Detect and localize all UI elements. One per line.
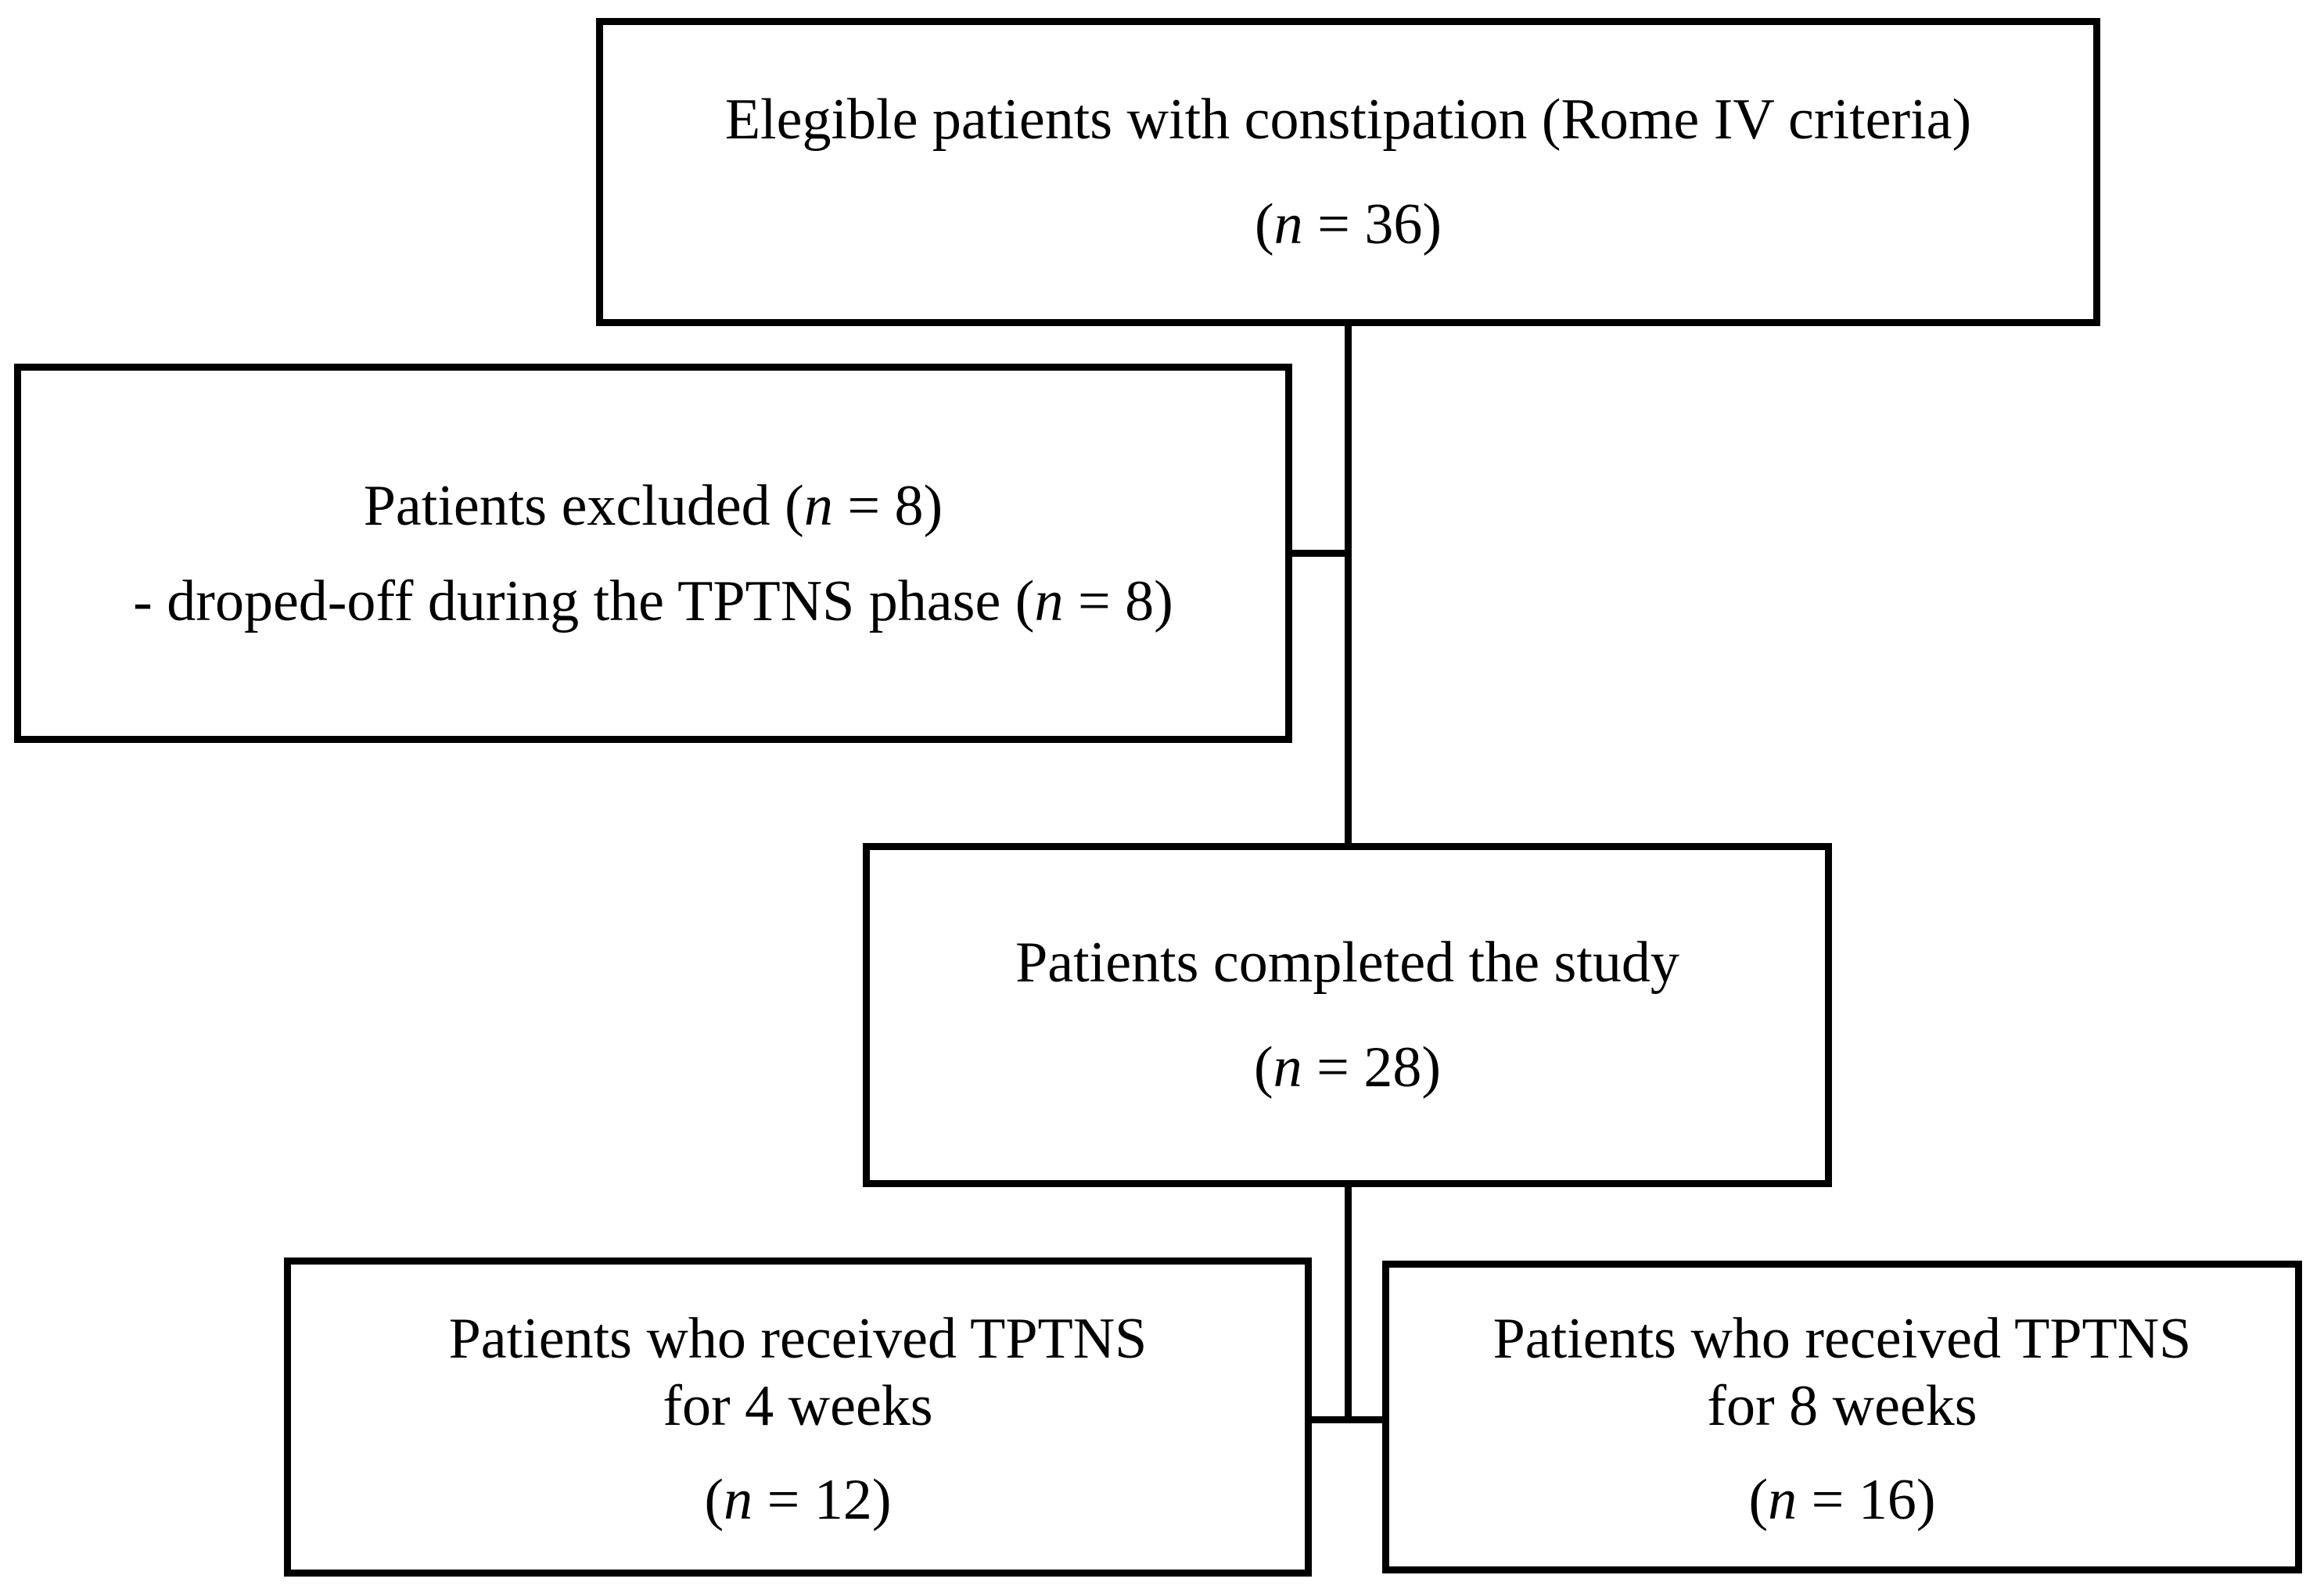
count-suffix: = 28) (1302, 1035, 1442, 1100)
tptns4-line2: for 4 weeks (663, 1374, 933, 1438)
connector-split-crossbar (1306, 1416, 1388, 1423)
completed-count: (n = 28) (1254, 1039, 1441, 1096)
count-prefix: ( (704, 1468, 724, 1532)
tptns4-count: (n = 12) (704, 1471, 891, 1529)
count-n-italic: n (1768, 1468, 1798, 1532)
excluded-line2-prefix: - droped-off during the TPTNS phase ( (133, 569, 1035, 633)
completed-title: Patients completed the study (1015, 931, 1679, 995)
count-suffix: = 16) (1797, 1468, 1936, 1532)
excluded-line1-suffix: = 8) (832, 473, 943, 538)
box-patients-completed: Patients completed the study (n = 28) (863, 843, 1832, 1187)
count-suffix: = 12) (753, 1468, 892, 1532)
count-n-italic: n (1273, 1035, 1302, 1100)
box-tptns-8-weeks: Patients who received TPTNS for 8 weeks … (1382, 1261, 2302, 1573)
count-n-italic: n (1273, 192, 1303, 257)
tptns4-title: Patients who received TPTNS for 4 weeks (449, 1305, 1148, 1440)
count-prefix: ( (1748, 1468, 1769, 1532)
excluded-line2: - droped-off during the TPTNS phase (n =… (133, 572, 1173, 630)
count-n-italic: n (724, 1468, 753, 1532)
box-patients-excluded: Patients excluded (n = 8) - droped-off d… (14, 364, 1292, 743)
connector-excluded-branch (1286, 550, 1351, 557)
excluded-line1: Patients excluded (n = 8) (364, 477, 943, 535)
tptns4-line1: Patients who received TPTNS (448, 1307, 1148, 1371)
count-n-italic: n (1034, 569, 1064, 633)
connector-completed-to-split (1345, 1183, 1352, 1423)
count-prefix: ( (1253, 1035, 1273, 1100)
eligible-title: Elegible patients with constipation (Rom… (724, 88, 1972, 152)
tptns8-line2: for 8 weeks (1707, 1374, 1977, 1438)
count-prefix: ( (1254, 192, 1274, 257)
count-suffix: = 36) (1302, 192, 1442, 257)
box-eligible-patients: Elegible patients with constipation (Rom… (596, 18, 2100, 326)
tptns8-count: (n = 16) (1748, 1471, 1935, 1529)
connector-eligible-to-completed (1345, 322, 1352, 846)
eligible-count: (n = 36) (1255, 196, 1442, 253)
tptns8-line1: Patients who received TPTNS (1492, 1307, 2192, 1371)
count-n-italic: n (803, 473, 833, 538)
tptns8-title: Patients who received TPTNS for 8 weeks (1493, 1305, 2192, 1440)
excluded-line2-suffix: = 8) (1063, 569, 1173, 633)
excluded-line1-prefix: Patients excluded ( (363, 473, 804, 538)
box-tptns-4-weeks: Patients who received TPTNS for 4 weeks … (284, 1258, 1312, 1577)
